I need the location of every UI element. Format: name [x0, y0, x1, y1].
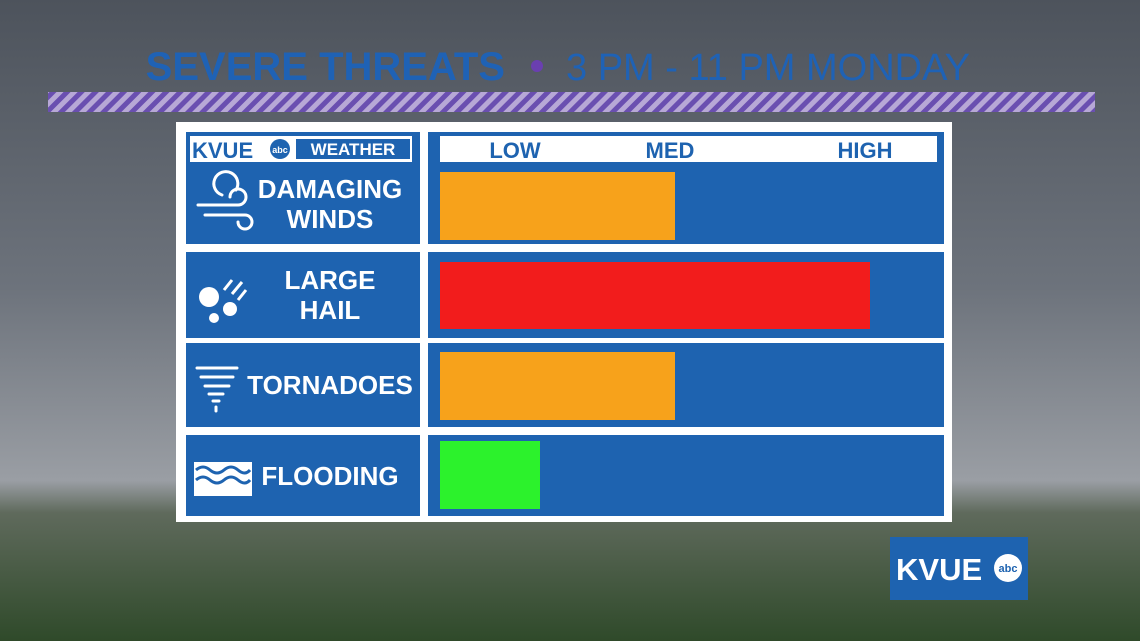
logo-section: WEATHER — [311, 140, 396, 159]
logo-brand: KVUE — [192, 138, 253, 163]
logo-network: abc — [272, 145, 288, 155]
bar — [440, 262, 870, 329]
bar — [440, 441, 540, 509]
category-label: LARGE HAIL — [284, 265, 376, 325]
category-label: DAMAGING WINDS — [257, 174, 403, 234]
x-tick-label: HIGH — [838, 138, 893, 163]
category-label: FLOODING — [261, 460, 399, 491]
logo-badge — [270, 139, 290, 159]
hail-icon — [199, 279, 248, 323]
flood-icon — [194, 462, 252, 496]
bar — [440, 352, 675, 420]
corner-logo-badge — [994, 554, 1022, 582]
x-tick-label: MED — [646, 138, 695, 163]
corner-logo-brand: KVUE — [896, 552, 982, 587]
bullet — [531, 60, 543, 72]
corner-logo-network: abc — [999, 563, 1018, 575]
stripe-band — [48, 92, 1095, 112]
title: SEVERE THREATS — [146, 45, 505, 89]
category-label: TORNADOES — [247, 370, 413, 400]
logo-section-box — [296, 139, 410, 159]
scale-strip — [440, 136, 937, 162]
x-tick-label: LOW — [489, 138, 541, 163]
subtitle: 3 PM - 11 PM MONDAY — [566, 47, 970, 89]
row-cell — [186, 252, 420, 338]
wind-icon — [196, 170, 254, 231]
bar — [440, 172, 675, 240]
tornado-icon — [195, 366, 239, 413]
